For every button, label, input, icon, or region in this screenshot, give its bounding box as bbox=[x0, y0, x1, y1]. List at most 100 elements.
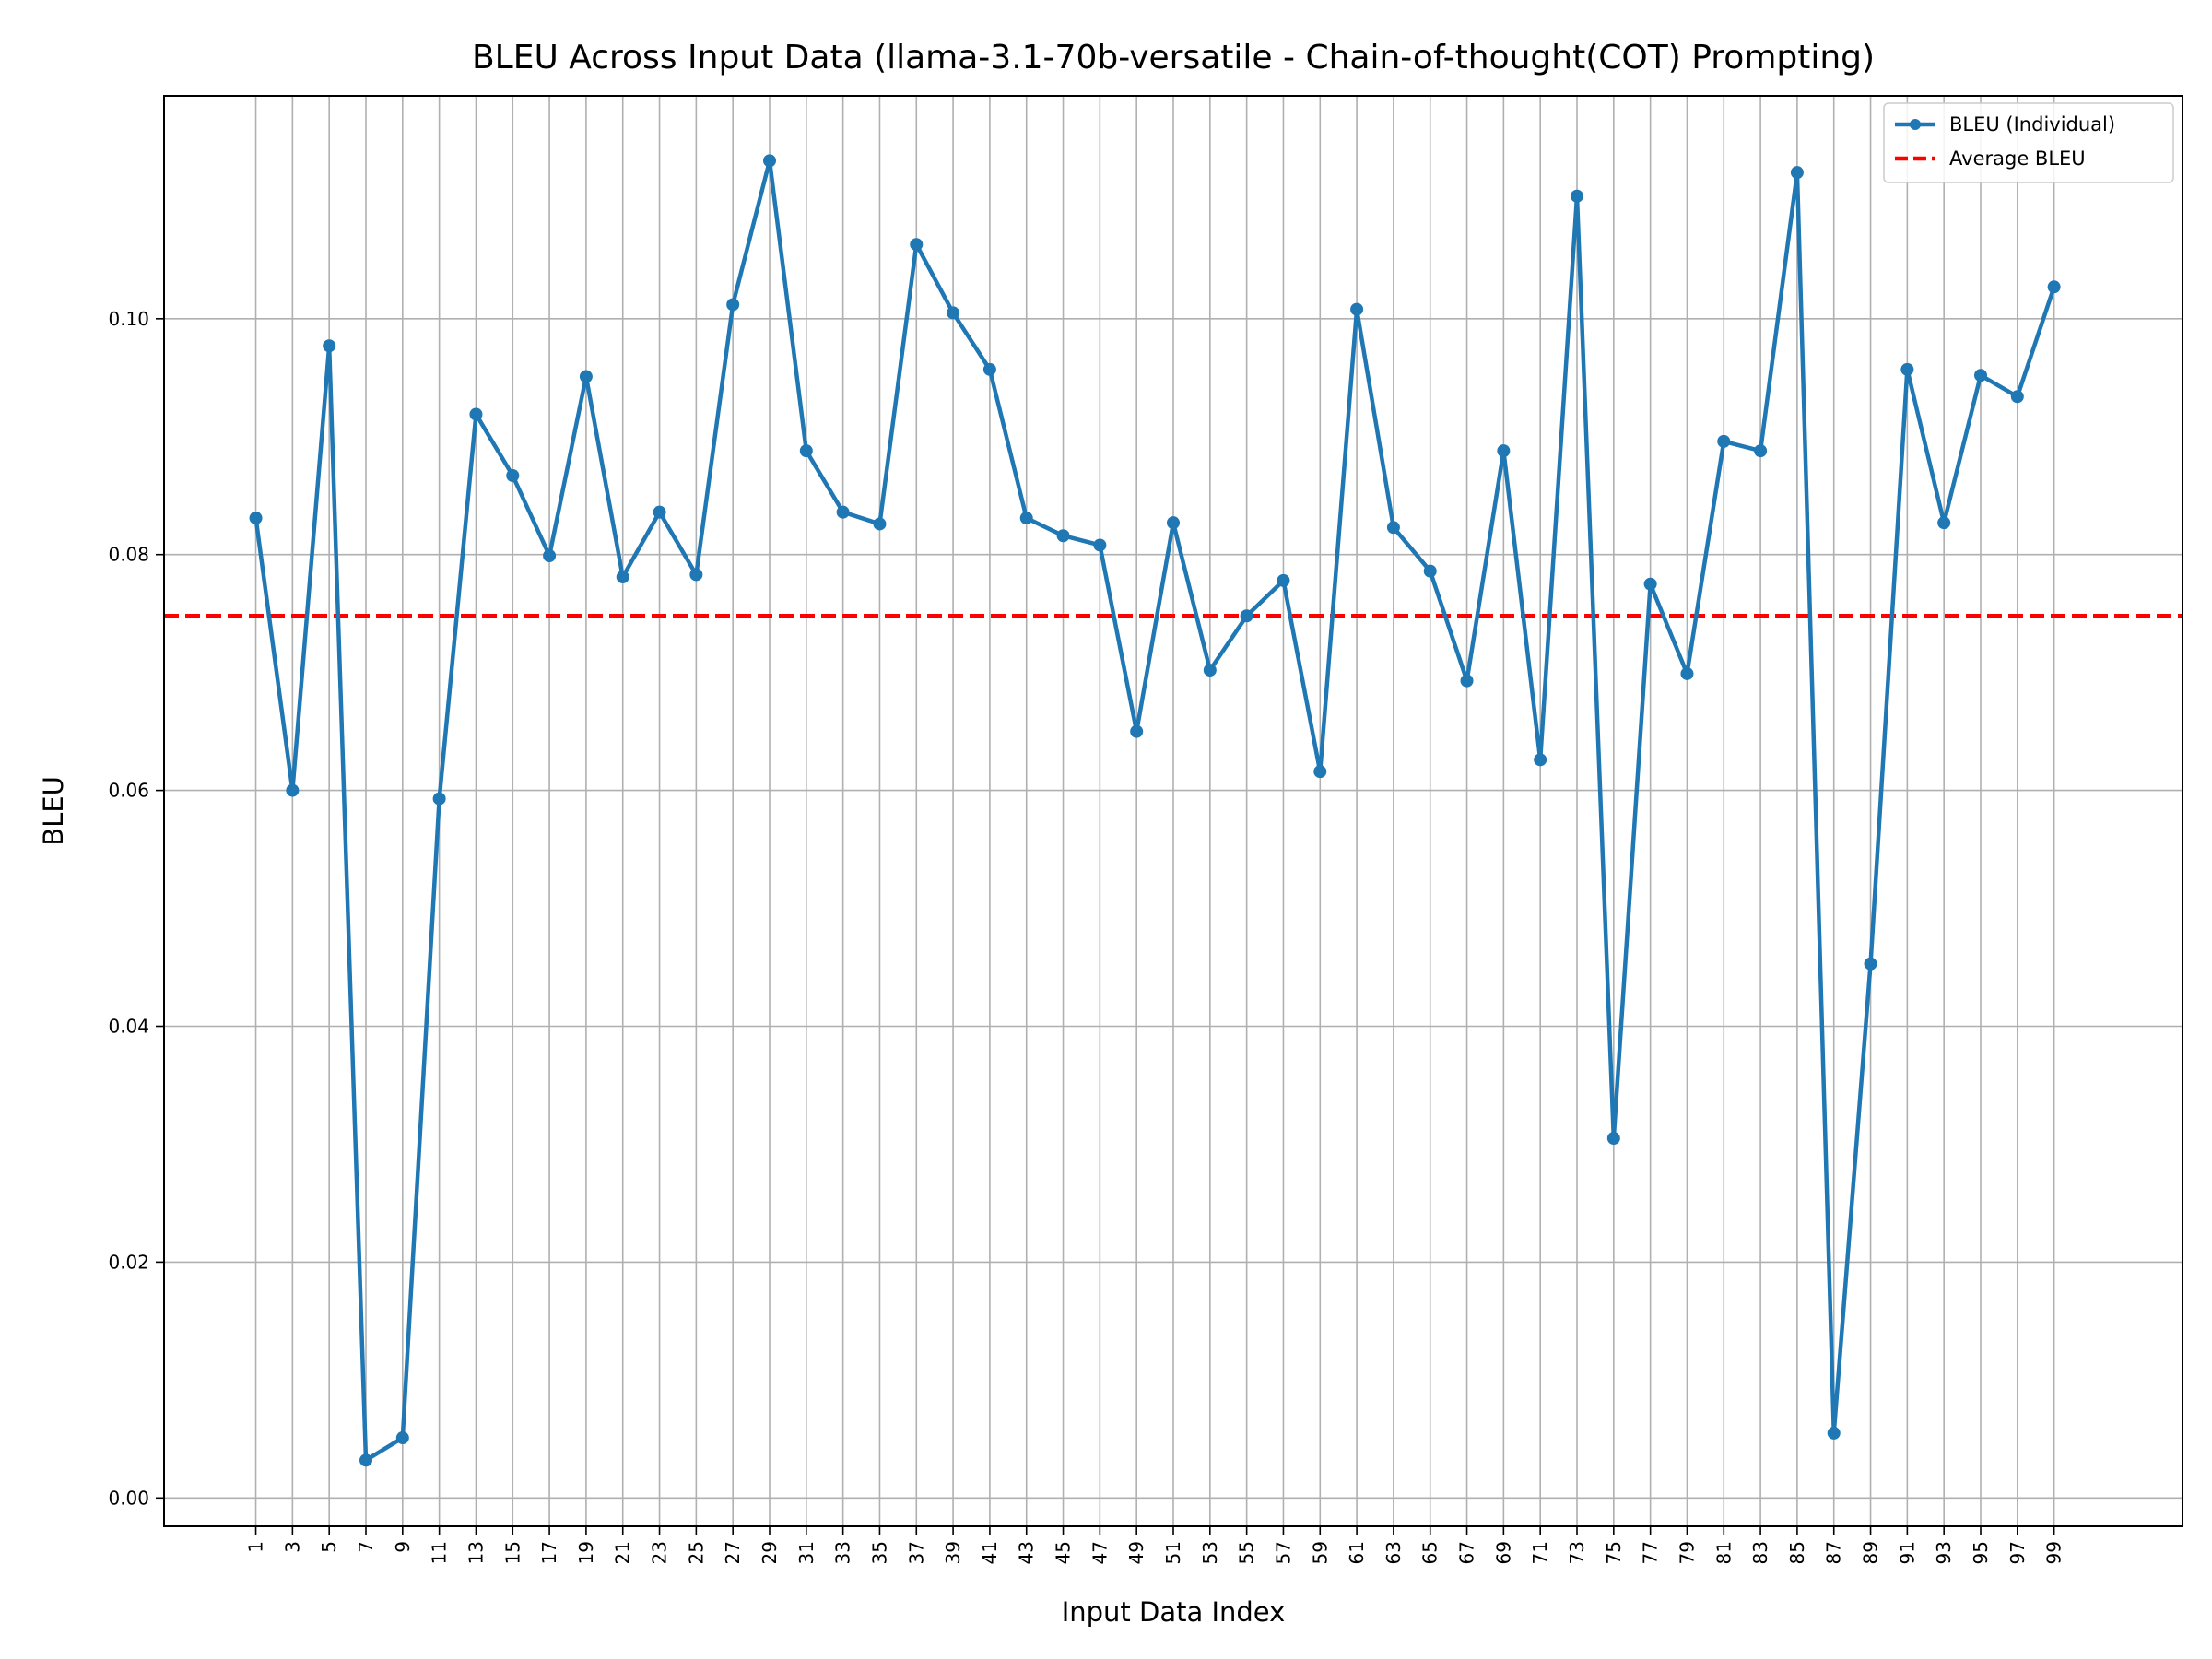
x-tick-label: 99 bbox=[2043, 1541, 2065, 1564]
bleu-data-point bbox=[359, 1453, 372, 1467]
x-tick-label: 21 bbox=[612, 1541, 634, 1564]
bleu-data-point bbox=[323, 339, 336, 353]
series-layer bbox=[249, 154, 2061, 1467]
x-tick-label: 77 bbox=[1640, 1541, 1662, 1564]
x-tick-label: 31 bbox=[795, 1541, 818, 1564]
x-tick-label: 83 bbox=[1749, 1541, 1771, 1564]
bleu-data-point bbox=[1534, 753, 1547, 767]
x-tick-label: 13 bbox=[465, 1541, 487, 1564]
x-tick-label: 89 bbox=[1860, 1541, 1882, 1564]
bleu-data-point bbox=[506, 468, 520, 482]
y-axis-ticks: 0.00 0.02 0.04 0.06 0.08 0.10 bbox=[108, 308, 164, 1509]
bleu-data-point bbox=[653, 505, 666, 519]
bleu-data-point bbox=[1680, 666, 1694, 680]
x-tick-label: 37 bbox=[905, 1541, 927, 1564]
x-tick-label: 19 bbox=[575, 1541, 597, 1564]
x-tick-label: 63 bbox=[1382, 1541, 1405, 1564]
y-tick-label: 0.10 bbox=[108, 308, 149, 330]
bleu-data-point bbox=[763, 154, 776, 168]
x-tick-label: 35 bbox=[868, 1541, 890, 1564]
x-tick-label: 55 bbox=[1236, 1541, 1258, 1564]
bleu-data-point bbox=[1643, 577, 1657, 591]
bleu-data-point bbox=[799, 444, 813, 458]
bleu-data-point bbox=[616, 571, 629, 584]
bleu-data-point bbox=[286, 783, 300, 797]
bleu-data-point bbox=[579, 370, 593, 383]
bleu-data-point bbox=[1056, 529, 1070, 543]
y-axis-label: BLEU bbox=[38, 776, 69, 846]
bleu-data-point bbox=[1167, 516, 1180, 530]
legend-marker-individual bbox=[1910, 119, 1921, 130]
x-tick-label: 9 bbox=[392, 1541, 414, 1553]
bleu-data-point bbox=[873, 517, 887, 531]
y-tick-label: 0.04 bbox=[108, 1016, 149, 1038]
y-tick-label: 0.00 bbox=[108, 1487, 149, 1509]
x-tick-label: 23 bbox=[649, 1541, 671, 1564]
x-tick-label: 17 bbox=[538, 1541, 560, 1564]
x-axis-label: Input Data Index bbox=[1062, 1596, 1286, 1628]
y-tick-label: 0.02 bbox=[108, 1251, 149, 1273]
bleu-data-point bbox=[1460, 674, 1474, 688]
x-tick-label: 93 bbox=[1933, 1541, 1955, 1564]
bleu-data-point bbox=[1423, 564, 1437, 578]
bleu-data-point bbox=[1864, 957, 1877, 971]
x-tick-label: 47 bbox=[1088, 1541, 1111, 1564]
x-axis-ticks: 1 3 5 7 9 11 13 15 17 19 21 23 25 27 29 31 33 35 37 39 41 43 4… bbox=[245, 1526, 2065, 1564]
x-tick-label: 11 bbox=[429, 1541, 451, 1564]
x-tick-label: 79 bbox=[1676, 1541, 1698, 1564]
bleu-data-point bbox=[1754, 444, 1768, 458]
bleu-data-point bbox=[1240, 609, 1253, 623]
x-tick-label: 57 bbox=[1272, 1541, 1294, 1564]
x-tick-label: 29 bbox=[759, 1541, 781, 1564]
bleu-data-point bbox=[469, 407, 483, 421]
x-tick-label: 91 bbox=[1896, 1541, 1918, 1564]
bleu-data-point bbox=[910, 238, 924, 252]
x-tick-label: 41 bbox=[979, 1541, 1001, 1564]
x-tick-label: 73 bbox=[1566, 1541, 1588, 1564]
bleu-data-point bbox=[1130, 724, 1144, 738]
legend-label-average: Average BLEU bbox=[1949, 147, 2086, 170]
bleu-data-point bbox=[1350, 302, 1364, 316]
x-tick-label: 5 bbox=[318, 1541, 340, 1553]
x-tick-label: 25 bbox=[685, 1541, 707, 1564]
x-tick-label: 75 bbox=[1603, 1541, 1625, 1564]
bleu-data-point bbox=[1313, 765, 1327, 779]
x-tick-label: 67 bbox=[1456, 1541, 1478, 1564]
chart-title: BLEU Across Input Data (llama-3.1-70b-ve… bbox=[472, 39, 1875, 76]
legend-box bbox=[1883, 102, 2174, 183]
x-tick-label: 97 bbox=[2006, 1541, 2029, 1564]
legend-label-individual: BLEU (Individual) bbox=[1949, 113, 2115, 135]
x-tick-label: 27 bbox=[722, 1541, 744, 1564]
x-tick-label: 81 bbox=[1712, 1541, 1735, 1564]
x-tick-label: 49 bbox=[1125, 1541, 1147, 1564]
legend: BLEU (Individual) Average BLEU bbox=[1883, 102, 2174, 183]
bleu-data-point bbox=[1937, 516, 1951, 530]
bleu-data-point bbox=[432, 792, 446, 806]
bleu-data-point bbox=[689, 568, 703, 582]
x-tick-label: 71 bbox=[1529, 1541, 1551, 1564]
x-tick-label: 1 bbox=[245, 1541, 267, 1553]
bleu-data-point bbox=[1571, 189, 1583, 203]
x-tick-label: 59 bbox=[1309, 1541, 1331, 1564]
x-tick-label: 65 bbox=[1419, 1541, 1441, 1564]
x-tick-label: 43 bbox=[1016, 1541, 1038, 1564]
x-tick-label: 3 bbox=[281, 1541, 303, 1553]
x-tick-label: 39 bbox=[942, 1541, 964, 1564]
bleu-data-point bbox=[1606, 1132, 1620, 1146]
bleu-data-point bbox=[1093, 538, 1107, 552]
bleu-data-point bbox=[1386, 521, 1400, 535]
bleu-data-point bbox=[947, 306, 960, 320]
grid-lines bbox=[164, 96, 2183, 1526]
bleu-data-point bbox=[1019, 512, 1033, 525]
bleu-data-point bbox=[1900, 362, 1914, 376]
bleu-data-point bbox=[249, 512, 263, 525]
x-tick-label: 7 bbox=[355, 1541, 377, 1553]
x-tick-label: 85 bbox=[1786, 1541, 1808, 1564]
x-tick-label: 45 bbox=[1053, 1541, 1075, 1564]
bleu-data-point bbox=[1497, 444, 1511, 458]
y-tick-label: 0.06 bbox=[108, 780, 149, 802]
bleu-data-point bbox=[1827, 1426, 1841, 1440]
bleu-data-point bbox=[982, 362, 996, 376]
